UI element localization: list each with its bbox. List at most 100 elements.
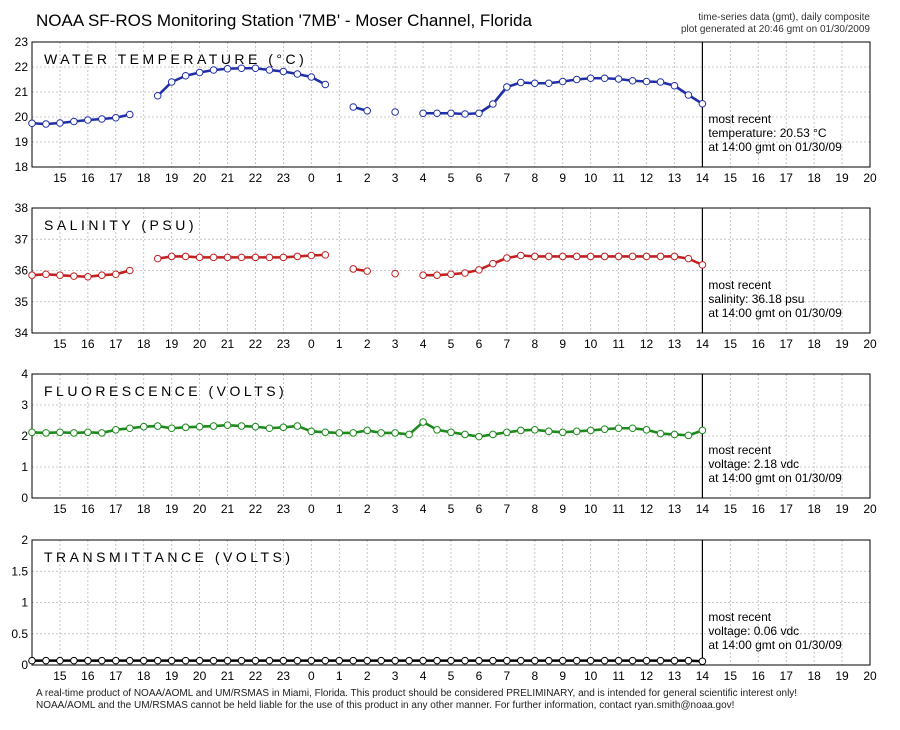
x-tick-label: 14 — [696, 337, 710, 351]
x-tick-label: 5 — [448, 502, 455, 516]
data-point — [112, 656, 120, 665]
data-point — [84, 428, 92, 437]
data-point — [125, 110, 134, 119]
x-tick-label: 20 — [193, 502, 207, 516]
data-point — [531, 656, 539, 665]
x-tick-label: 2 — [364, 171, 371, 185]
x-tick-label: 10 — [584, 669, 598, 683]
data-point — [600, 74, 609, 83]
x-tick-label: 13 — [668, 171, 682, 185]
data-point — [433, 109, 441, 118]
x-tick-label: 9 — [559, 669, 566, 683]
data-point — [223, 64, 232, 73]
data-point — [503, 428, 511, 437]
data-point — [433, 271, 441, 279]
data-point — [684, 656, 693, 665]
data-point — [265, 424, 274, 433]
data-point — [489, 100, 497, 108]
x-tick-label: 20 — [193, 669, 207, 683]
x-tick-label: 10 — [584, 502, 598, 516]
most-recent-note-line: most recent — [708, 278, 771, 292]
footer-contact: NOAA/AOML and the UM/RSMAS cannot be hel… — [36, 700, 735, 711]
x-tick-label: 8 — [531, 337, 538, 351]
x-tick-label: 0 — [308, 171, 315, 185]
most-recent-note-line: temperature: 20.53 °C — [708, 126, 827, 140]
data-point — [321, 251, 330, 259]
data-point — [349, 429, 358, 437]
y-tick-label: 20 — [15, 110, 29, 124]
x-tick-label: 7 — [504, 669, 511, 683]
data-point — [279, 253, 288, 262]
x-tick-label: 0 — [308, 669, 315, 683]
data-point — [433, 426, 441, 434]
data-point — [349, 265, 358, 273]
data-point — [307, 73, 316, 81]
data-point — [684, 431, 693, 440]
data-point — [98, 115, 106, 123]
x-tick-label: 1 — [336, 171, 343, 185]
y-tick-label: 18 — [15, 160, 29, 174]
data-point — [307, 427, 316, 436]
y-tick-label: 0 — [21, 491, 28, 505]
data-point — [628, 656, 637, 665]
x-tick-label: 8 — [531, 669, 538, 683]
data-point — [656, 78, 665, 86]
x-tick-label: 3 — [392, 171, 399, 185]
x-tick-label: 16 — [752, 669, 766, 683]
data-point — [223, 421, 232, 429]
data-point — [251, 422, 260, 431]
y-tick-label: 1 — [21, 460, 28, 474]
data-point — [70, 117, 78, 126]
data-point — [614, 424, 623, 433]
x-tick-label: 17 — [109, 337, 123, 351]
data-point — [628, 424, 637, 433]
data-point — [42, 120, 50, 128]
data-point — [391, 656, 399, 665]
data-point — [391, 269, 399, 278]
x-tick-label: 7 — [504, 171, 511, 185]
x-tick-label: 17 — [109, 171, 123, 185]
y-tick-label: 38 — [15, 201, 29, 215]
data-point — [419, 109, 427, 118]
x-tick-label: 4 — [420, 502, 427, 516]
x-tick-label: 22 — [249, 669, 263, 683]
x-tick-label: 12 — [640, 171, 654, 185]
data-point — [670, 430, 679, 439]
data-point — [391, 108, 399, 116]
data-point — [125, 266, 134, 275]
data-point — [84, 656, 92, 665]
data-point — [349, 103, 358, 111]
data-point — [56, 271, 64, 279]
y-tick-label: 35 — [15, 295, 29, 309]
data-point — [28, 271, 36, 279]
data-point — [112, 270, 120, 279]
x-tick-label: 7 — [504, 502, 511, 516]
data-point — [419, 271, 427, 279]
x-tick-label: 17 — [780, 337, 794, 351]
data-point — [293, 252, 302, 261]
data-point — [321, 80, 330, 89]
data-point — [251, 656, 260, 665]
plot-frame — [31, 41, 871, 168]
data-point — [125, 424, 134, 433]
data-point — [251, 64, 260, 73]
y-tick-label: 2 — [21, 429, 28, 443]
data-point — [391, 429, 399, 437]
data-point — [614, 252, 623, 261]
x-tick-label: 17 — [109, 669, 123, 683]
data-point — [461, 656, 469, 665]
most-recent-note-line: voltage: 2.18 vdc — [708, 457, 799, 471]
x-tick-label: 6 — [476, 337, 483, 351]
data-point — [209, 66, 218, 74]
most-recent-note-line: at 14:00 gmt on 01/30/09 — [708, 638, 842, 652]
data-point — [195, 68, 204, 77]
x-tick-label: 15 — [724, 502, 738, 516]
footer-disclaimer: A real-time product of NOAA/AOML and UM/… — [36, 688, 798, 699]
data-point — [70, 429, 78, 437]
data-point — [684, 91, 693, 99]
x-tick-label: 18 — [137, 337, 151, 351]
data-point — [628, 76, 637, 85]
panel-title: TRANSMITTANCE (VOLTS) — [44, 549, 294, 565]
data-point — [70, 272, 78, 280]
data-point — [321, 656, 330, 665]
